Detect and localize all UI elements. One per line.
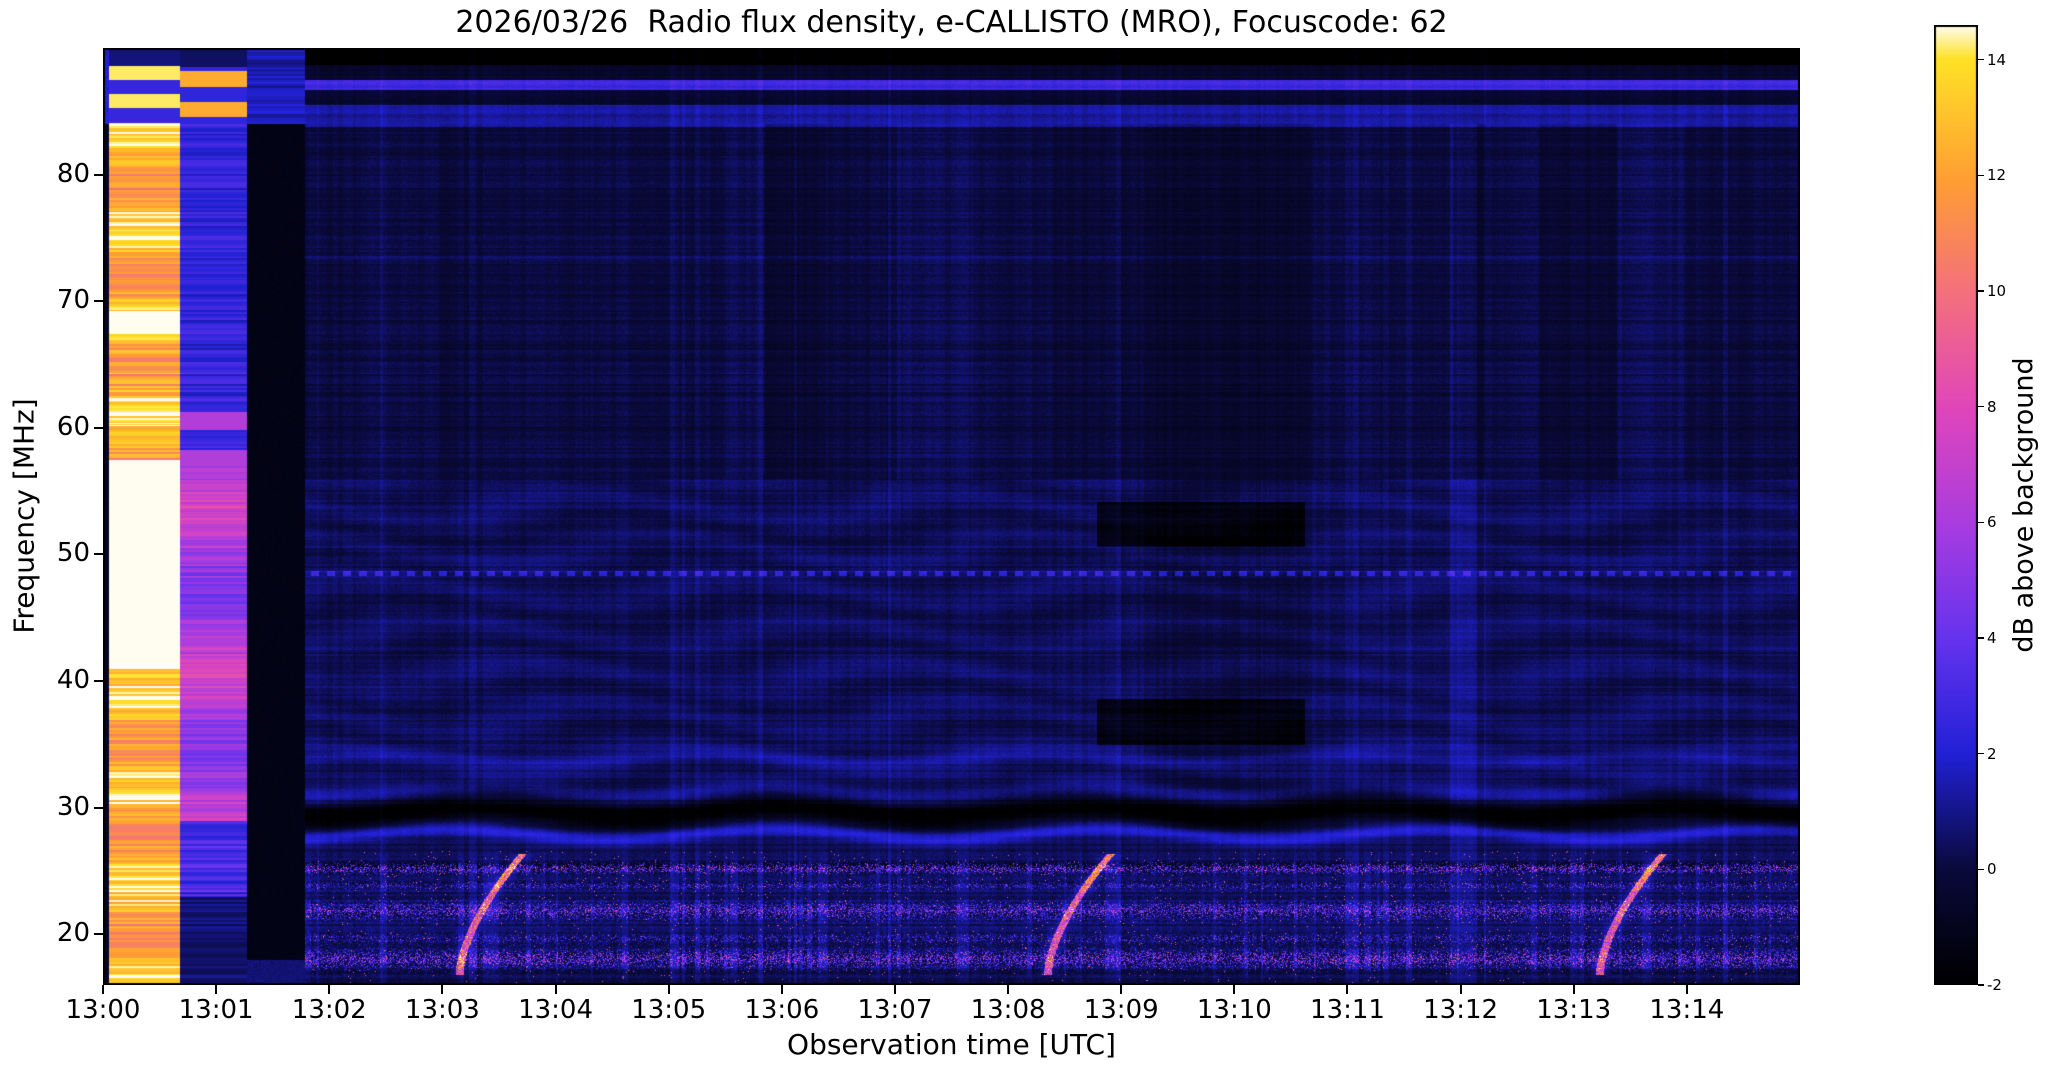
colorbar-tick-label: 14 (1987, 50, 2007, 69)
colorbar-tick-label: 12 (1987, 166, 2007, 185)
x-tick-label: 13:12 (1423, 995, 1499, 1025)
y-tick-mark (94, 173, 103, 176)
colorbar-tick-mark (1978, 637, 1984, 639)
colorbar-tick-mark (1978, 58, 1984, 61)
colorbar-tick-label: 4 (1987, 629, 1997, 647)
colorbar-tick-label: 0 (1987, 860, 1997, 879)
x-tick-mark (441, 985, 444, 994)
x-tick-mark (1572, 985, 1575, 994)
colorbar-tick-label: 2 (1987, 744, 1997, 763)
colorbar-tick-mark (1978, 984, 1984, 986)
x-tick-label: 13:11 (1309, 995, 1385, 1025)
y-tick-label: 20 (56, 918, 90, 949)
x-tick-label: 13:03 (404, 995, 480, 1025)
y-tick-mark (94, 426, 103, 429)
colorbar (1934, 25, 1978, 985)
x-tick-mark (1007, 985, 1010, 994)
y-tick-label: 60 (56, 411, 90, 442)
x-tick-label: 13:00 (65, 995, 141, 1025)
colorbar-tick-mark (1978, 405, 1984, 408)
colorbar-tick-label: -2 (1987, 976, 2002, 994)
y-tick-label: 40 (56, 665, 90, 696)
x-tick-label: 13:09 (1083, 995, 1159, 1025)
x-tick-mark (1346, 985, 1349, 994)
x-tick-label: 13:04 (518, 995, 593, 1025)
x-tick-mark (102, 985, 104, 994)
colorbar-tick-mark (1978, 868, 1984, 871)
x-tick-label: 13:14 (1649, 995, 1725, 1025)
x-tick-mark (667, 985, 670, 994)
x-tick-mark (1120, 985, 1123, 994)
colorbar-tick-mark (1978, 752, 1984, 755)
x-tick-mark (328, 985, 331, 994)
x-tick-mark (1685, 985, 1688, 994)
x-tick-mark (780, 985, 783, 994)
y-tick-mark (94, 300, 103, 303)
y-tick-label: 80 (56, 158, 90, 189)
x-tick-mark (893, 985, 896, 994)
y-tick-mark (94, 933, 103, 936)
x-tick-label: 13:13 (1536, 995, 1612, 1025)
y-tick-label: 30 (56, 791, 90, 822)
x-tick-label: 13:01 (178, 995, 254, 1025)
colorbar-tick-label: 10 (1987, 282, 2007, 301)
x-tick-label: 13:07 (857, 995, 933, 1025)
x-tick-mark (215, 985, 218, 994)
x-tick-label: 13:05 (631, 995, 707, 1025)
y-tick-mark (94, 553, 103, 556)
y-tick-label: 70 (56, 285, 90, 316)
y-tick-mark (94, 806, 103, 809)
x-tick-mark (1233, 985, 1236, 994)
colorbar-tick-mark (1978, 290, 1984, 292)
x-axis-label: Observation time [UTC] (787, 1028, 1116, 1061)
x-tick-mark (1459, 985, 1462, 994)
x-tick-label: 13:06 (744, 995, 820, 1025)
colorbar-label: dB above background (2008, 357, 2040, 653)
y-tick-mark (94, 680, 103, 683)
figure-title: 2026/03/26 Radio flux density, e-CALLIST… (455, 5, 1448, 40)
x-tick-label: 13:10 (1196, 995, 1272, 1025)
x-tick-label: 13:02 (291, 995, 367, 1025)
colorbar-tick-label: 8 (1987, 397, 1997, 416)
colorbar-tick-mark (1978, 521, 1984, 524)
colorbar-tick-label: 6 (1987, 513, 1997, 532)
colorbar-tick-mark (1978, 174, 1984, 177)
x-tick-mark (554, 985, 557, 994)
x-tick-label: 13:08 (970, 995, 1046, 1025)
spectrogram-heatmap (103, 48, 1800, 985)
y-tick-label: 50 (56, 538, 90, 569)
